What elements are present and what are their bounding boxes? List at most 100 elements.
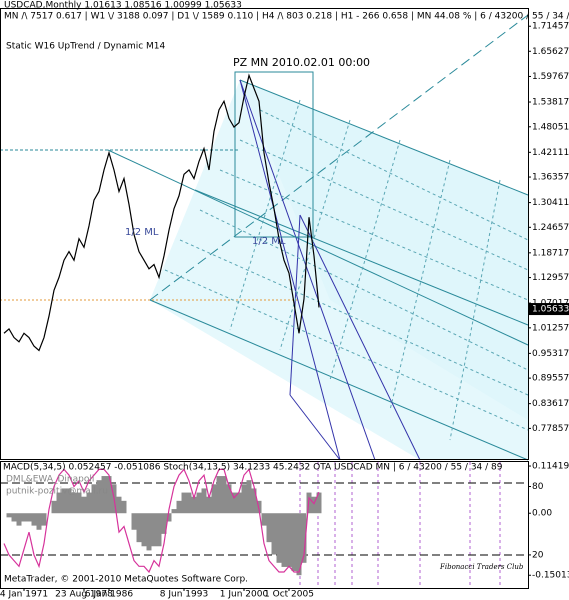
y-tick-label: 1.71457 (532, 22, 569, 32)
annotation: 1/2 ML (252, 236, 286, 247)
macd-bar (311, 496, 317, 514)
price-line (3, 73, 320, 352)
macd-bar (36, 513, 42, 530)
macd-bar (191, 496, 197, 514)
y2-tick-label: 20 (532, 550, 544, 560)
macd-bar (146, 513, 152, 551)
y-tick-label: 1.65627 (532, 47, 569, 57)
macd-bar (136, 513, 142, 543)
annotation: PZ MN 2010.02.01 00:00 (233, 56, 370, 69)
annotation: putnik-pozitiv@mail.ru (6, 487, 108, 497)
macd-bar (181, 492, 187, 514)
macd-bar (86, 492, 92, 514)
x-tick-label: 1 Oct 2005 (264, 590, 314, 600)
macd-bar (271, 513, 277, 555)
macd-bar (156, 513, 162, 547)
macd-bar (201, 488, 207, 514)
macd-bar (6, 513, 12, 518)
macd-bar (101, 476, 107, 514)
y-tick-label: 0.00 (532, 509, 552, 519)
macd-bar (291, 513, 297, 572)
y-tick-label: 1.42111 (532, 148, 569, 158)
macd-bar (316, 492, 322, 514)
y-tick-label: 0.77857 (532, 424, 569, 434)
y-tick-label: -0.15013 (532, 571, 569, 581)
annotation: Fibonacci Traders Club (439, 563, 524, 571)
macd-bar (116, 496, 122, 514)
y-tick-label: 0.114196 (532, 462, 569, 472)
macd-bar (236, 492, 242, 514)
macd-bar (231, 492, 237, 514)
macd-bar (11, 513, 17, 522)
macd-bar (121, 500, 127, 514)
macd-bar (286, 513, 292, 567)
stoch-line (3, 468, 320, 574)
x-tick-label: 6 Jan 1986 (85, 590, 133, 600)
y-tick-label: 1.53817 (532, 98, 569, 108)
macd-bar (251, 488, 257, 514)
macd-bar (91, 484, 97, 514)
last-price-label: 1.05633 (532, 305, 569, 315)
annotation: MetaTrader, © 2001-2010 MetaQuotes Softw… (4, 575, 248, 585)
annotation: 1/2 ML (125, 227, 159, 238)
macd-bar (221, 476, 227, 514)
chart-title: USDCAD,Monthly 1.01613 1.08516 1.00999 1… (4, 1, 242, 11)
macd-bar (71, 492, 77, 514)
macd-bar (21, 513, 27, 522)
macd-bar (16, 513, 22, 526)
chart-subtitle: MN /\ 7517 0.617 | W1 \/ 3188 0.097 | D1… (4, 12, 569, 22)
macd-bar (106, 476, 112, 514)
y-tick-label: 1.36357 (532, 173, 569, 183)
macd-bar (176, 500, 182, 514)
y-tick-label: 0.89557 (532, 374, 569, 384)
macd-bar (81, 496, 87, 514)
macd-bar (76, 492, 82, 514)
annotation: Static W16 UpTrend / Dynamic M14 (6, 42, 166, 52)
y-tick-label: 1.30411 (532, 198, 569, 208)
y-tick-label: 1.24657 (532, 223, 569, 233)
y-tick-label: 1.01257 (532, 323, 569, 333)
macd-bar (66, 488, 72, 514)
macd-bar (166, 513, 172, 522)
x-tick-label: 23 Aug 1978 (55, 590, 113, 600)
macd-bar (261, 513, 267, 526)
y-tick-label: 1.12957 (532, 273, 569, 283)
macd-bar (196, 492, 202, 514)
macd-bar (41, 513, 47, 526)
macd-bar (51, 500, 57, 514)
pitchfork-drawing (0, 14, 529, 461)
annotation: DML&EWA_Dinapoli (6, 475, 94, 485)
x-tick-label: 8 Jun 1993 (160, 590, 208, 600)
macd-bar (56, 492, 62, 514)
y2-tick-label: 80 (532, 482, 544, 492)
y-tick-label: 0.83617 (532, 399, 569, 409)
macd-bar (141, 513, 147, 547)
macd-bar (186, 492, 192, 514)
macd-bar (161, 513, 167, 534)
macd-bar (301, 513, 307, 563)
macd-bar (241, 484, 247, 514)
macd-bar (31, 513, 37, 526)
macd-bar (171, 509, 177, 514)
macd-bar (96, 480, 102, 514)
macd-bar (61, 488, 67, 514)
x-tick-label: 1 Jun 2000 (220, 590, 269, 600)
y-tick-label: 1.59767 (532, 72, 569, 82)
macd-bar (26, 513, 32, 522)
macd-bar (211, 484, 217, 514)
y-tick-label: 1.48051 (532, 122, 569, 132)
macd-bar (226, 484, 232, 514)
macd-bar (276, 513, 282, 563)
macd-bar (206, 496, 212, 514)
macd-bar (151, 513, 157, 547)
macd-bar (246, 480, 252, 514)
y-tick-label: 0.95317 (532, 349, 569, 359)
macd-bar (266, 513, 272, 543)
macd-bar (281, 513, 287, 567)
macd-bar (216, 476, 222, 514)
subwindow-title: MACD(5,34,5) 0.052457 -0.051086 Stoch(34… (3, 463, 503, 473)
x-tick-label: 4 Jan 1971 (0, 590, 48, 600)
macd-bar (131, 513, 137, 530)
